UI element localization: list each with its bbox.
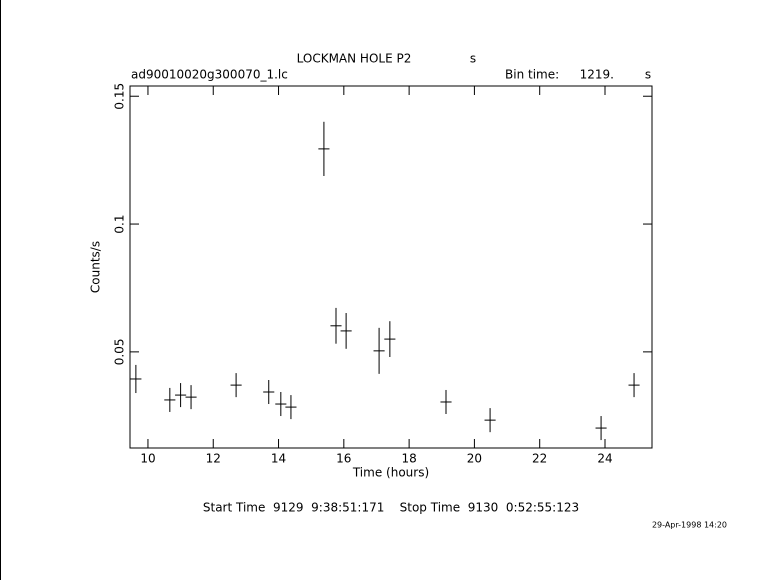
bin-time-value: 1219.: [580, 68, 614, 82]
time-range: Start Time 9129 9:38:51:171 Stop Time 91…: [203, 501, 579, 515]
x-tick-label: 12: [206, 452, 221, 466]
x-tick-label: 16: [336, 452, 351, 466]
bin-time-unit: s: [645, 68, 651, 82]
x-axis-label: Time (hours): [352, 466, 429, 480]
x-tick-label: 18: [401, 452, 416, 466]
y-tick-label: 0.05: [113, 339, 127, 366]
title-unit: s: [470, 52, 476, 66]
y-tick-label: 0.15: [113, 83, 127, 110]
x-tick-label: 20: [467, 452, 482, 466]
y-axis-label: Counts/s: [89, 241, 103, 293]
plot-frame: [129, 85, 653, 449]
chart-title: LOCKMAN HOLE P2: [297, 52, 412, 66]
x-tick-label: 24: [597, 452, 612, 466]
y-tick-label: 0.1: [113, 215, 127, 234]
bin-time-label: Bin time:: [505, 68, 559, 82]
file-label: ad90010020g300070_1.lc: [131, 68, 288, 82]
date-stamp: 29-Apr-1998 14:20: [652, 521, 727, 530]
x-tick-label: 10: [140, 452, 155, 466]
x-tick-label: 22: [532, 452, 547, 466]
x-tick-label: 14: [271, 452, 286, 466]
